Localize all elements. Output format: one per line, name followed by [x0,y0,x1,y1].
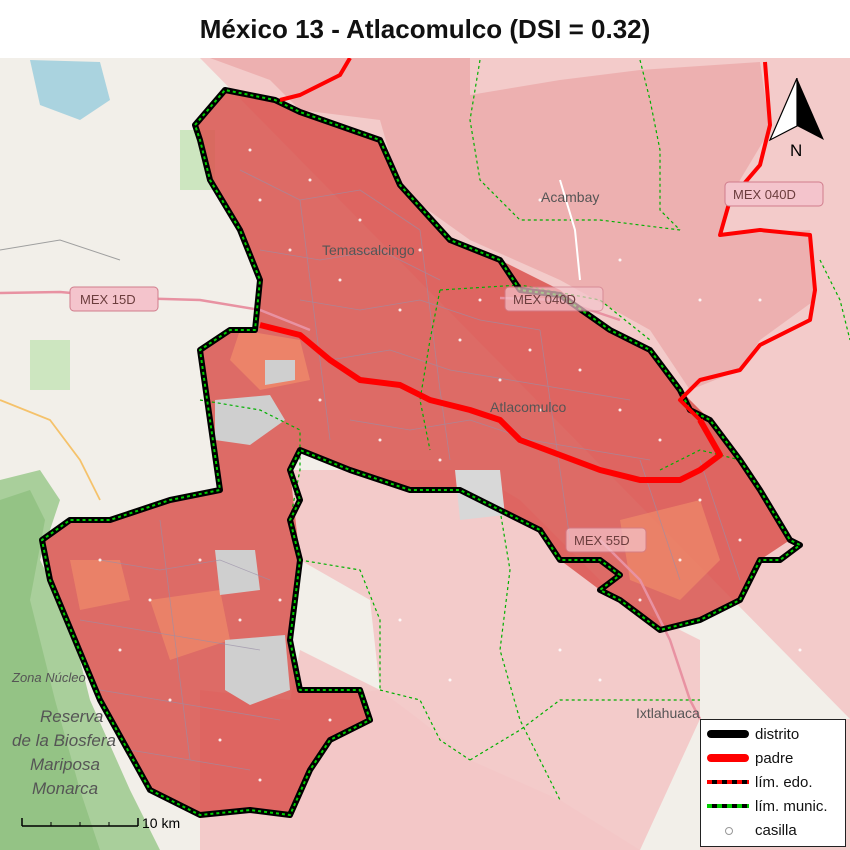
north-arrow: N [768,78,824,160]
scale-label: 10 km [142,815,180,831]
road-shield-2-label: MEX 040D [733,187,796,202]
parent-boundary [259,58,817,483]
town-label-temascalcingo: Temascalcingo [322,242,415,258]
gray-area-2 [215,395,285,445]
road-shield-4: MEX 55D [565,527,647,553]
gray-area-5 [265,360,295,385]
park-area [30,340,70,390]
legend-casilla-swatch [705,820,753,840]
gray-area-1 [225,635,290,705]
neighbor-districts-south [290,470,700,850]
precinct-lines [79,169,741,771]
reserve-label-2: Reserva [40,707,103,726]
legend-label-edo: lím. edo. [755,773,813,791]
town-label-acambay: Acambay [541,189,599,205]
precinct-light-4 [70,560,130,610]
scale-bar: 10 km [21,815,180,831]
gray-area-4 [215,550,260,595]
road-shield-4-label: MEX 55D [574,533,630,548]
lake [30,60,110,120]
legend-item-padre: padre [701,748,847,768]
legend-label-padre: padre [755,749,794,767]
road-shield-1: MEX 15D [69,286,159,312]
legend-label-munic: lím. munic. [755,797,828,815]
reserve-label-5: Monarca [32,779,98,798]
map-title: México 13 - Atlacomulco (DSI = 0.32) [199,13,651,44]
legend-parent-swatch [705,748,753,768]
precinct-light-3 [150,590,230,660]
district-boundary [39,87,803,818]
district-north-area [42,90,790,815]
legend-label-distrito: distrito [755,725,800,743]
reserve-label-3: de la Biosfera [12,731,116,750]
legend-item-distrito: distrito [701,724,847,744]
legend-label-casilla: casilla [755,821,797,839]
north-label: N [790,141,802,160]
legend: distrito padre lím. edo. lím. munic. cas… [700,719,846,847]
parent-district-area [210,58,815,390]
legend-item-munic: lím. munic. [701,796,847,816]
legend-district-swatch [705,724,753,744]
road-shield-2: MEX 040D [724,181,824,207]
forest-area-2 [0,490,100,850]
legend-item-casilla: casilla [701,820,847,840]
town-label-ixtlahuaca: Ixtlahuaca [636,705,700,721]
road-shield-1-label: MEX 15D [80,292,136,307]
town-label-atlacomulco: Atlacomulco [490,399,566,415]
district-map[interactable]: Temascalcingo Acambay Atlacomulco Ixtlah… [0,58,850,850]
legend-item-edo: lím. edo. [701,772,847,792]
casilla-dots [98,148,802,782]
legend-munic-swatch [705,796,753,816]
reserve-label-4: Mariposa [30,755,100,774]
legend-state-swatch [705,772,753,792]
gray-area-3 [455,470,505,520]
road-shield-3: MEX 040D [504,286,604,312]
road-shield-3-label: MEX 040D [513,292,576,307]
reserve-label-1: Zona Núcleo [11,670,86,685]
